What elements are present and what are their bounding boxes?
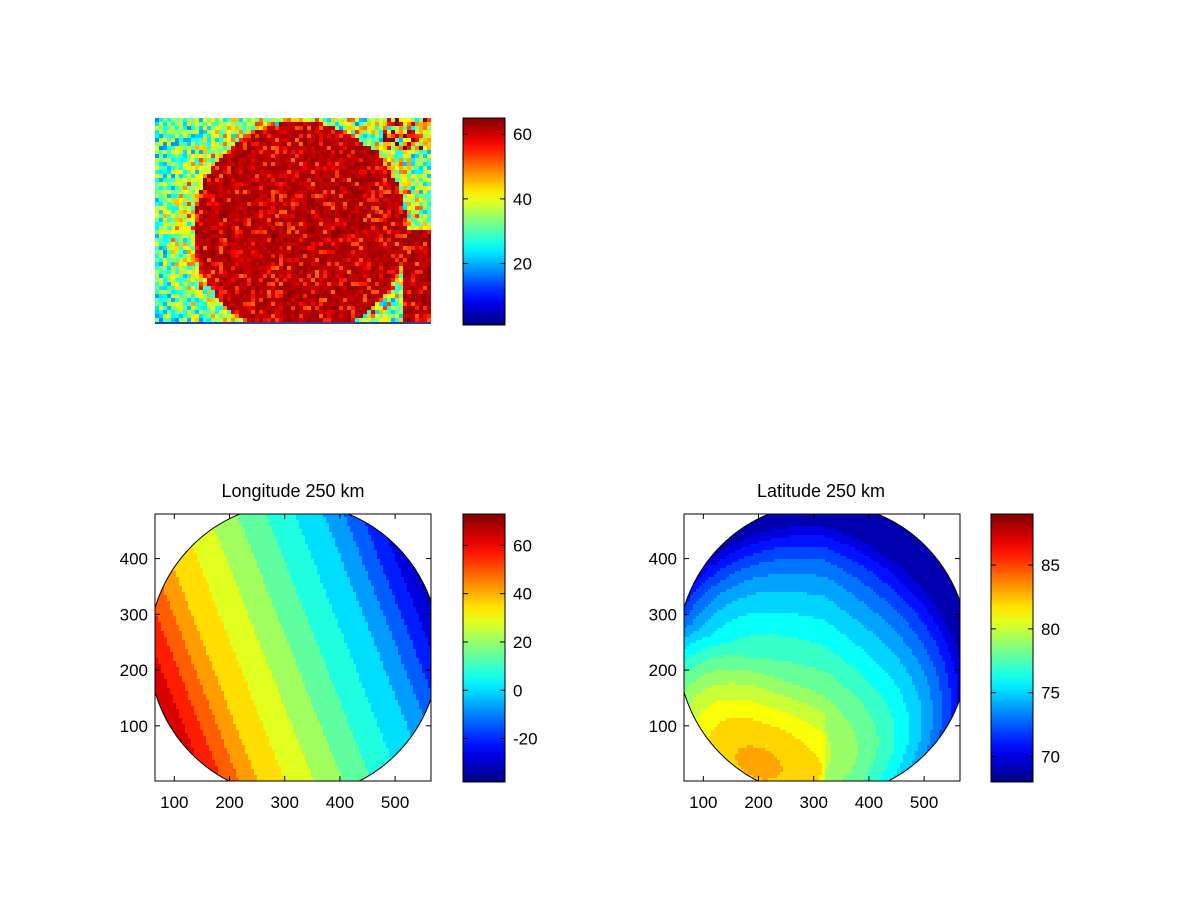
latitude-contour-plot: 100 200 300 400 500 100 200 300 400 bbox=[649, 513, 961, 812]
latitude-y-tick-label: 300 bbox=[649, 605, 677, 624]
latitude-colorbar-tick-label: 85 bbox=[1041, 556, 1060, 575]
longitude-y-tick-label: 200 bbox=[120, 661, 148, 680]
latitude-y-tick-label: 400 bbox=[649, 550, 677, 569]
latitude-axes-frame bbox=[683, 513, 961, 782]
longitude-colorbar-tick-label: -20 bbox=[513, 730, 538, 749]
raw-colorbar-fill bbox=[462, 117, 506, 326]
longitude-x-tick-label: 300 bbox=[271, 793, 299, 812]
latitude-colorbar-tick-label: 75 bbox=[1041, 684, 1060, 703]
longitude-colorbar-tick-label: 20 bbox=[513, 633, 532, 652]
latitude-colorbar-fill bbox=[990, 513, 1034, 783]
latitude-colorbar: 70 75 80 85 bbox=[990, 513, 1060, 783]
latitude-x-tick-label: 100 bbox=[689, 793, 717, 812]
latitude-x-tick-label: 500 bbox=[910, 793, 938, 812]
raw-image-colorbar: 20 40 60 bbox=[462, 117, 532, 326]
longitude-y-tick-label: 100 bbox=[120, 717, 148, 736]
longitude-contour-plot: 100 200 300 400 500 100 200 300 400 bbox=[120, 513, 432, 812]
longitude-y-tick-label: 400 bbox=[120, 550, 148, 569]
longitude-title: Longitude 250 km bbox=[221, 481, 364, 501]
longitude-x-tick-label: 100 bbox=[160, 793, 188, 812]
longitude-colorbar-fill bbox=[462, 513, 506, 783]
longitude-x-tick-label: 400 bbox=[326, 793, 354, 812]
longitude-axes-frame bbox=[154, 513, 432, 782]
longitude-colorbar-tick-label: 60 bbox=[513, 536, 532, 555]
latitude-y-tick-label: 200 bbox=[649, 661, 677, 680]
latitude-x-tick-label: 200 bbox=[744, 793, 772, 812]
longitude-colorbar-tick-label: 0 bbox=[513, 681, 522, 700]
latitude-x-tick-label: 400 bbox=[855, 793, 883, 812]
latitude-y-tick-label: 100 bbox=[649, 717, 677, 736]
longitude-colorbar: -20 0 20 40 60 bbox=[462, 513, 538, 783]
longitude-y-tick-label: 300 bbox=[120, 605, 148, 624]
latitude-title: Latitude 250 km bbox=[757, 481, 885, 501]
latitude-colorbar-tick-label: 70 bbox=[1041, 747, 1060, 766]
longitude-x-tick-label: 200 bbox=[215, 793, 243, 812]
raw-colorbar-tick-label: 60 bbox=[513, 125, 532, 144]
longitude-colorbar-tick-label: 40 bbox=[513, 585, 532, 604]
latitude-x-tick-label: 300 bbox=[800, 793, 828, 812]
raw-colorbar-tick-label: 40 bbox=[513, 190, 532, 209]
latitude-colorbar-tick-label: 80 bbox=[1041, 620, 1060, 639]
raw-image-panel bbox=[155, 118, 431, 324]
longitude-x-tick-label: 500 bbox=[381, 793, 409, 812]
raw-colorbar-tick-label: 20 bbox=[513, 255, 532, 274]
